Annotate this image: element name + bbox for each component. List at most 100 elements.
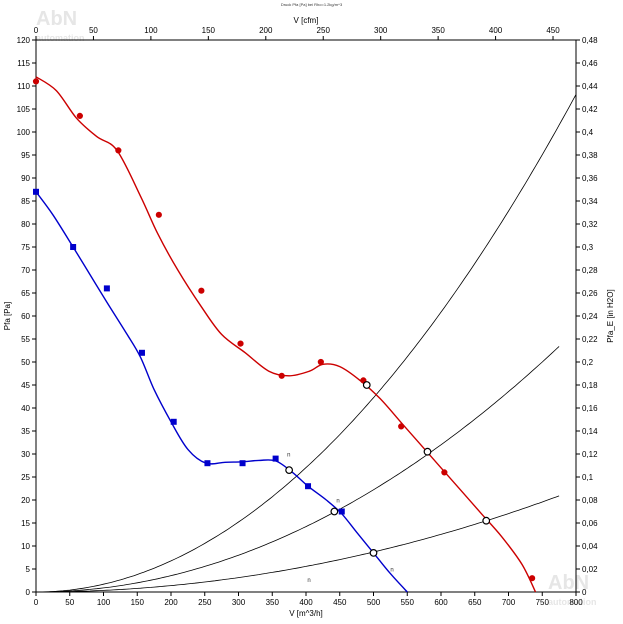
y-tick-label: 55 xyxy=(21,335,30,344)
y-tick-label: 105 xyxy=(17,105,31,114)
y2-tick-label: 0,26 xyxy=(582,289,598,298)
operating-point xyxy=(362,381,371,389)
x-tick-label: 200 xyxy=(164,598,178,607)
curve-label: n xyxy=(336,498,339,504)
y2-tick-label: 0,02 xyxy=(582,565,598,574)
y-axis-label: Pfa [Pa] xyxy=(3,302,12,330)
y-tick-label: 90 xyxy=(21,174,30,183)
y2-tick-label: 0,2 xyxy=(582,358,594,367)
x-tick-label: 500 xyxy=(367,598,381,607)
data-point-square xyxy=(338,508,345,515)
y-tick-label: 5 xyxy=(26,565,31,574)
data-point-square xyxy=(272,455,279,462)
y-tick-label: 50 xyxy=(21,358,30,367)
plot-frame xyxy=(35,39,577,593)
x-tick-label: 450 xyxy=(333,598,347,607)
y-tick-label: 65 xyxy=(21,289,30,298)
y2-axis-label: Pfa_E [in H2O] xyxy=(606,289,615,342)
y-tick-label: 120 xyxy=(17,36,31,45)
data-point-circle xyxy=(198,287,205,294)
y-tick-label: 40 xyxy=(21,404,30,413)
y2-tick-label: 0,12 xyxy=(582,450,598,459)
x-tick-label: 550 xyxy=(401,598,415,607)
data-point-square xyxy=(305,483,312,490)
y2-tick-label: 0,14 xyxy=(582,427,598,436)
watermark-logo-top: AbN xyxy=(36,8,78,30)
watermark-sub-top: automation xyxy=(36,33,85,43)
data-point-circle xyxy=(32,78,40,85)
x2-axis-label: V [cfm] xyxy=(294,16,319,25)
x-tick-label: 250 xyxy=(198,598,212,607)
data-point-square xyxy=(33,188,39,195)
data-point-square xyxy=(138,349,145,356)
y2-tick-label: 0,16 xyxy=(582,404,598,413)
data-point-circle xyxy=(155,211,162,218)
y-tick-label: 110 xyxy=(17,82,30,91)
y2-tick-label: 0,46 xyxy=(582,59,598,68)
x-axis-label: V [m^3/h] xyxy=(289,609,323,618)
x2-tick-label: 450 xyxy=(546,26,560,35)
y-tick-label: 75 xyxy=(21,243,30,252)
system-curve xyxy=(36,94,576,592)
x-tick-label: 400 xyxy=(299,598,313,607)
x-tick-label: 100 xyxy=(97,598,111,607)
y-tick-label: 30 xyxy=(21,450,30,459)
x2-tick-label: 0 xyxy=(34,26,39,35)
watermark-logo-bottom: AbN xyxy=(548,572,590,594)
curve-label: n xyxy=(390,567,393,573)
curve-label: n xyxy=(307,578,310,584)
y2-tick-label: 0,18 xyxy=(582,381,598,390)
y-tick-label: 15 xyxy=(21,519,30,528)
x2-tick-label: 350 xyxy=(431,26,445,35)
x2-tick-label: 400 xyxy=(489,26,503,35)
y2-tick-label: 0,22 xyxy=(582,335,598,344)
x2-tick-label: 250 xyxy=(317,26,331,35)
y-tick-label: 95 xyxy=(21,151,30,160)
x-tick-label: 700 xyxy=(502,598,516,607)
data-point-circle xyxy=(317,358,324,366)
y2-tick-label: 0,48 xyxy=(582,36,598,45)
y-tick-label: 100 xyxy=(17,128,31,137)
data-point-square xyxy=(170,418,177,425)
x2-tick-label: 50 xyxy=(89,26,98,35)
y2-tick-label: 0,36 xyxy=(582,174,598,183)
y2-tick-label: 0,28 xyxy=(582,266,598,275)
y-tick-label: 0 xyxy=(26,588,31,597)
y2-tick-label: 0,3 xyxy=(582,243,594,252)
data-point-circle xyxy=(115,147,122,154)
x2-tick-label: 200 xyxy=(259,26,273,35)
y-tick-label: 115 xyxy=(17,59,30,68)
x-tick-label: 600 xyxy=(434,598,448,607)
y-tick-label: 80 xyxy=(21,220,30,229)
x-tick-label: 350 xyxy=(266,598,280,607)
y-tick-label: 25 xyxy=(21,473,30,482)
system-curve xyxy=(36,346,560,592)
x-tick-label: 800 xyxy=(569,598,583,607)
operating-point xyxy=(285,466,294,475)
y-tick-label: 60 xyxy=(21,312,30,321)
data-point-circle xyxy=(398,423,405,430)
y2-tick-label: 0,32 xyxy=(582,220,598,229)
watermark-sub-bottom: automation xyxy=(548,597,597,607)
curve-label: n xyxy=(287,452,290,458)
x-tick-label: 300 xyxy=(232,598,246,607)
x-tick-label: 650 xyxy=(468,598,482,607)
x2-tick-label: 100 xyxy=(144,26,158,35)
operating-point xyxy=(423,447,432,456)
system-curve xyxy=(36,495,560,592)
y2-tick-label: 0 xyxy=(582,588,587,597)
y-tick-label: 85 xyxy=(21,197,30,206)
x-tick-label: 50 xyxy=(65,598,74,607)
y2-tick-label: 0,42 xyxy=(582,105,598,114)
y-tick-label: 35 xyxy=(21,427,30,436)
y2-tick-label: 0,1 xyxy=(582,473,594,482)
data-point-circle xyxy=(76,112,83,120)
y-tick-label: 70 xyxy=(21,266,30,275)
data-point-square xyxy=(239,460,246,467)
data-point-circle xyxy=(529,575,536,582)
data-point-circle xyxy=(237,340,244,347)
x2-tick-label: 300 xyxy=(374,26,388,35)
x-tick-label: 150 xyxy=(131,598,145,607)
y2-tick-label: 0,44 xyxy=(582,82,598,91)
x2-tick-label: 150 xyxy=(202,26,216,35)
